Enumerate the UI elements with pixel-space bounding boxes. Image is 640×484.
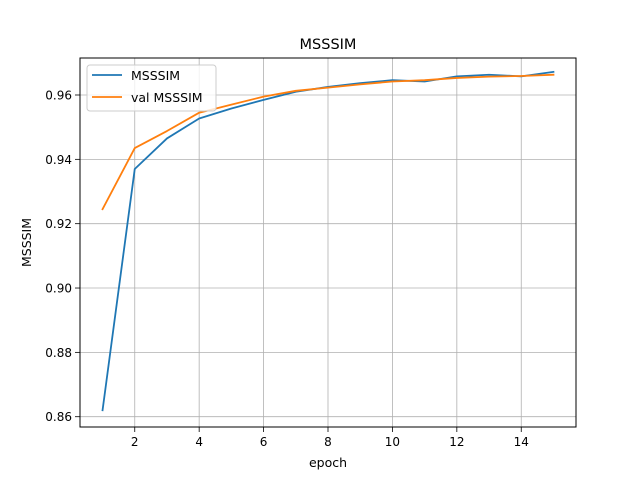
x-tick-label: 4	[195, 435, 203, 449]
x-tick-label: 6	[260, 435, 268, 449]
series-line-val-msssim	[101, 73, 555, 211]
y-tick-label: 0.90	[45, 282, 72, 296]
legend-box	[86, 64, 217, 112]
y-tick-label: 0.92	[45, 217, 72, 231]
x-axis-label: epoch	[309, 455, 347, 470]
chart-title: MSSSIM	[300, 37, 357, 53]
x-tick-label: 8	[324, 435, 332, 449]
grid-layer	[80, 58, 576, 427]
x-tick-label: 12	[449, 435, 464, 449]
x-tick-label: 2	[131, 435, 139, 449]
y-axis-label: MSSSIM	[19, 218, 34, 267]
x-tick-label: 10	[385, 435, 400, 449]
legend-label-msssim: MSSSIM	[131, 68, 180, 83]
y-tick-label: 0.96	[45, 88, 72, 102]
y-tick-label: 0.88	[45, 346, 72, 360]
series-layer	[101, 70, 555, 412]
y-tick-label: 0.94	[45, 153, 72, 167]
y-tick-label: 0.86	[45, 410, 72, 424]
axis-ticks: 2 4 6 8 10 12 14 0.86 0.88 0.90 0.92 0.94 0.96	[45, 88, 529, 449]
legend: MSSSIM val MSSSIM	[86, 64, 217, 112]
legend-label-val-msssim: val MSSSIM	[131, 90, 203, 105]
x-tick-label: 14	[514, 435, 529, 449]
